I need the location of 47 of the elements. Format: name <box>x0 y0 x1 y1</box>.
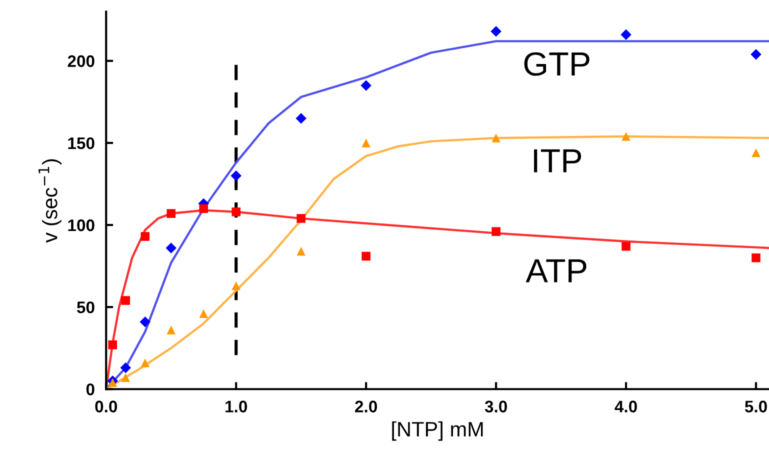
point <box>140 358 150 368</box>
series-label: ITP <box>534 149 582 172</box>
y-tick-label: 200 <box>68 55 94 68</box>
point <box>296 112 306 124</box>
point <box>492 227 500 236</box>
point <box>752 253 760 262</box>
point <box>120 362 131 374</box>
point <box>750 48 762 60</box>
point <box>622 242 630 251</box>
x-tick-label: 4.0 <box>614 400 637 412</box>
point <box>108 340 118 350</box>
point <box>620 29 632 40</box>
point <box>166 242 176 254</box>
point <box>230 170 242 182</box>
x-tick-label: 1.0 <box>226 400 247 412</box>
point <box>121 296 130 305</box>
series-label: ATP <box>526 259 586 282</box>
point <box>166 209 176 218</box>
point <box>232 207 240 216</box>
y-tick-label: 0 <box>86 384 94 396</box>
point <box>360 80 372 91</box>
point <box>362 252 370 261</box>
point <box>166 326 176 334</box>
point <box>108 378 118 387</box>
y-axis-title: v (sec$^{−1}$) <box>38 159 62 243</box>
point <box>362 138 370 148</box>
point <box>622 132 630 141</box>
point <box>121 373 130 382</box>
point <box>199 309 208 318</box>
x-tick-label: 0.0 <box>95 400 118 412</box>
y-tick-label: 50 <box>76 301 94 314</box>
x-tick-label: 3.0 <box>484 400 507 412</box>
x-tick-label: 5.0 <box>744 400 767 412</box>
point <box>492 134 500 142</box>
x-axis-title: [NTP] mM <box>392 421 483 441</box>
point <box>296 214 306 223</box>
point <box>140 316 150 328</box>
point <box>490 26 502 37</box>
point <box>199 204 208 213</box>
y-tick-label: 100 <box>68 219 94 232</box>
point <box>752 148 760 158</box>
series-label: GTP <box>524 52 590 76</box>
point <box>296 246 306 256</box>
point <box>140 232 150 241</box>
x-tick-label: 2.0 <box>355 400 377 412</box>
point <box>232 281 240 290</box>
y-tick-label: 150 <box>68 137 94 150</box>
